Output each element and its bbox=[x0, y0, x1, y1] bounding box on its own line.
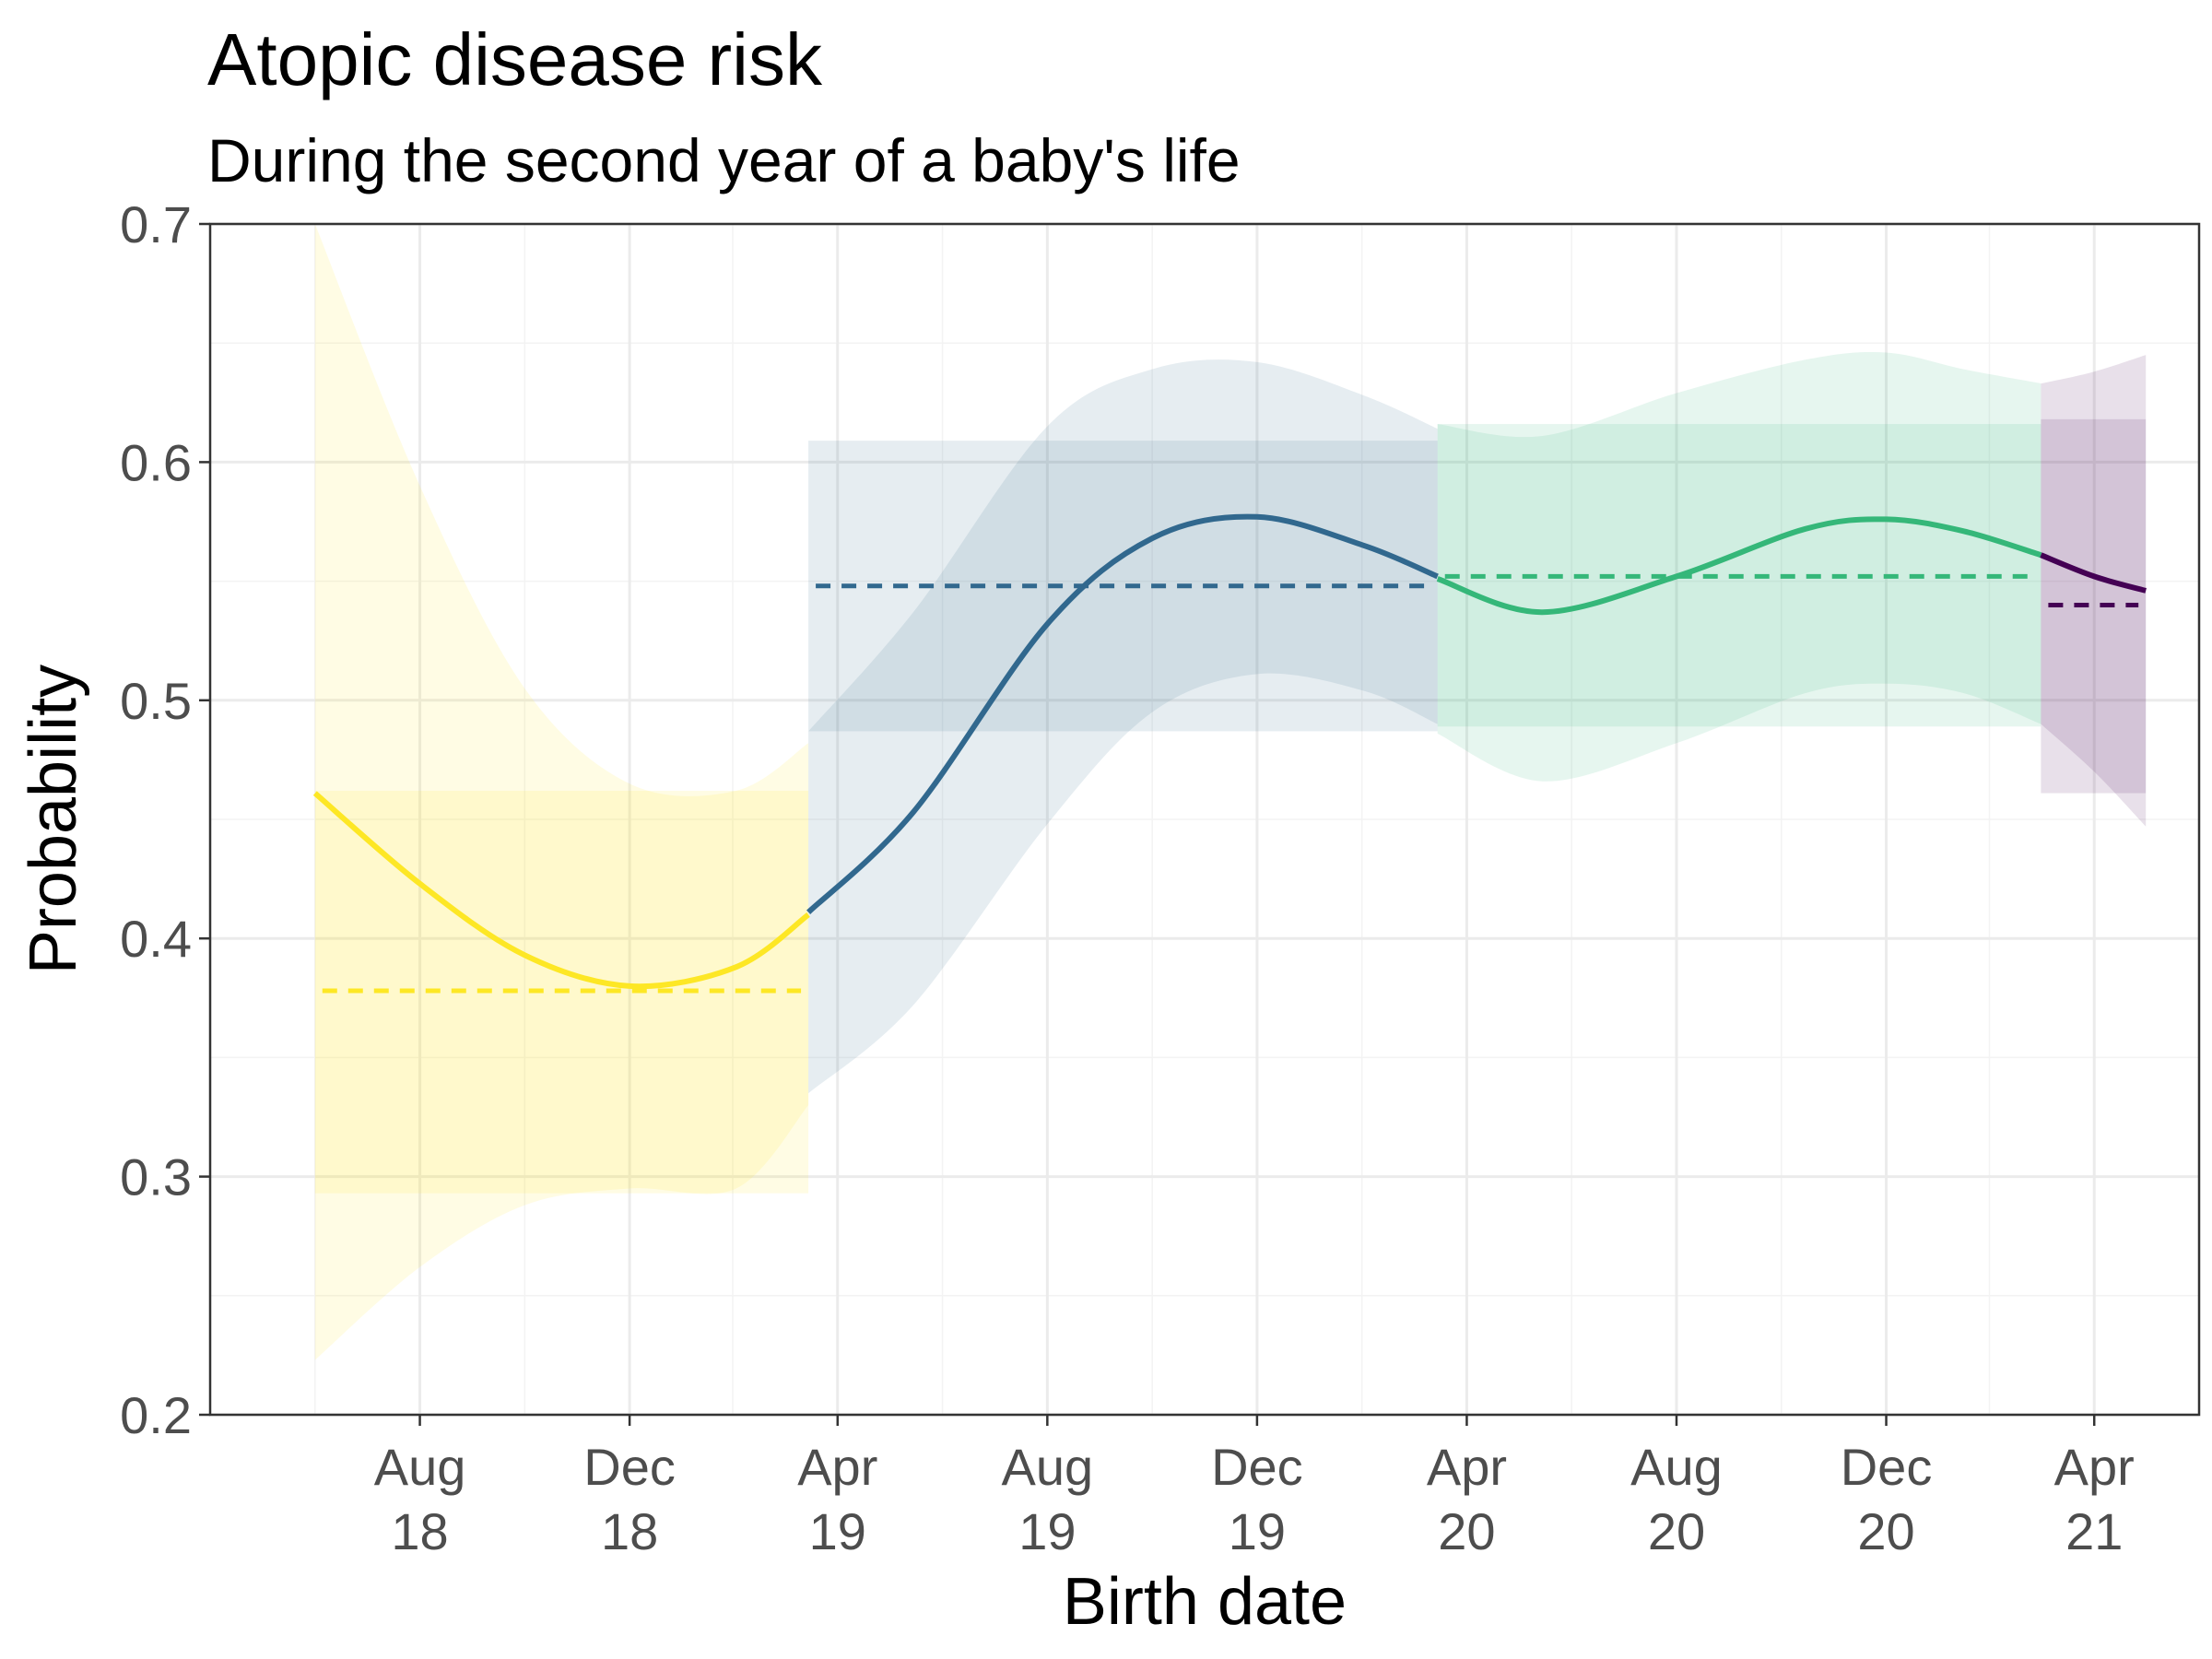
x-axis: Aug 18 Dec 18 Apr 19 Aug 19 Dec 19 Apr 20 Aug 20 Dec 20… bbox=[374, 1415, 2135, 1560]
y-tick-label: 0.7 bbox=[120, 195, 192, 253]
mean-confidence-rects bbox=[314, 418, 2147, 1194]
smooth-curves bbox=[312, 513, 2147, 990]
y-tick-label: 0.5 bbox=[120, 672, 192, 730]
y-tick-label: 0.3 bbox=[120, 1148, 192, 1206]
smooth-line-4 bbox=[2040, 552, 2147, 594]
chart-title: Atopic disease risk bbox=[207, 18, 823, 100]
x-tick-label-month: Dec bbox=[583, 1438, 676, 1496]
confidence-band-1 bbox=[314, 224, 809, 1360]
x-tick-label-year: 20 bbox=[1857, 1502, 1914, 1560]
chart-subtitle: During the second year of a baby's life bbox=[207, 126, 1241, 194]
x-tick-label-year: 19 bbox=[1018, 1502, 1076, 1560]
x-tick-label-year: 19 bbox=[1229, 1502, 1286, 1560]
x-tick-label-month: Dec bbox=[1211, 1438, 1303, 1496]
x-tick-label-month: Dec bbox=[1841, 1438, 1933, 1496]
plot-panel-border bbox=[208, 222, 2201, 1417]
x-tick-label-month: Apr bbox=[2054, 1438, 2135, 1496]
x-tick-label-year: 18 bbox=[391, 1502, 448, 1560]
mean-lines bbox=[322, 573, 2139, 994]
smooth-line-3 bbox=[1436, 516, 2042, 616]
x-tick-label-year: 21 bbox=[2065, 1502, 2123, 1560]
confidence-band-2 bbox=[808, 359, 1438, 1094]
x-axis-title: Birth date bbox=[1063, 1565, 1347, 1639]
smooth-line-2 bbox=[806, 513, 1439, 914]
minor-gridlines bbox=[210, 224, 2199, 1415]
x-tick-label-month: Apr bbox=[797, 1438, 877, 1496]
y-tick-label: 0.2 bbox=[120, 1386, 192, 1444]
confidence-band-3 bbox=[1437, 351, 2041, 782]
major-gridlines bbox=[210, 222, 2199, 1417]
x-tick-label-year: 20 bbox=[1648, 1502, 1705, 1560]
confidence-band-4 bbox=[2041, 355, 2147, 827]
x-tick-label-year: 20 bbox=[1438, 1502, 1495, 1560]
y-axis-title: Probability bbox=[17, 665, 90, 974]
x-tick-label-month: Aug bbox=[374, 1438, 466, 1496]
x-tick-label-month: Apr bbox=[1427, 1438, 1507, 1496]
y-tick-label: 0.4 bbox=[120, 910, 192, 968]
confidence-bands bbox=[314, 224, 2147, 1360]
x-tick-label-year: 19 bbox=[809, 1502, 866, 1560]
x-tick-label-month: Aug bbox=[1002, 1438, 1094, 1496]
smooth-line-1 bbox=[312, 791, 810, 990]
x-tick-label-month: Aug bbox=[1630, 1438, 1723, 1496]
x-tick-label-year: 18 bbox=[601, 1502, 658, 1560]
y-tick-label: 0.6 bbox=[120, 433, 192, 491]
y-axis: 0.2 0.3 0.4 0.5 0.6 0.7 bbox=[120, 195, 210, 1444]
